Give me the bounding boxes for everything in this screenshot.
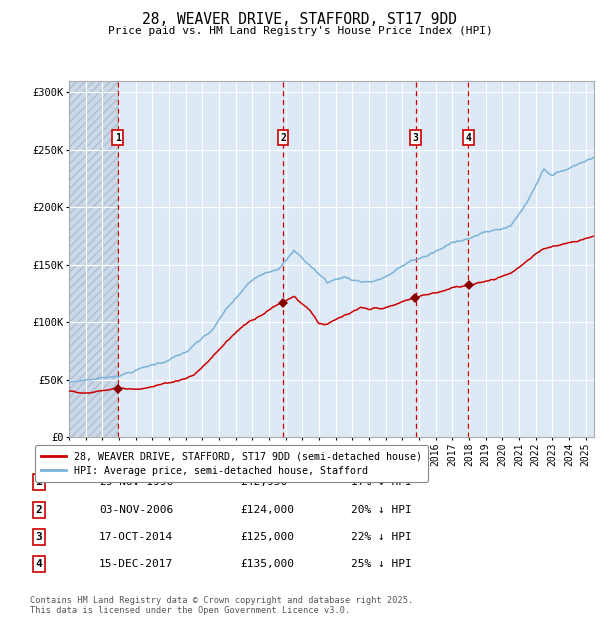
Text: 2: 2 [35,505,43,515]
Text: £42,950: £42,950 [240,477,287,487]
Text: £124,000: £124,000 [240,505,294,515]
Text: 25% ↓ HPI: 25% ↓ HPI [351,559,412,569]
Text: 22% ↓ HPI: 22% ↓ HPI [351,532,412,542]
Text: 1: 1 [115,133,121,143]
Text: £135,000: £135,000 [240,559,294,569]
Text: 03-NOV-2006: 03-NOV-2006 [99,505,173,515]
Text: Price paid vs. HM Land Registry's House Price Index (HPI): Price paid vs. HM Land Registry's House … [107,26,493,36]
Text: 20% ↓ HPI: 20% ↓ HPI [351,505,412,515]
Bar [69,81,118,437]
Text: 4: 4 [35,559,43,569]
Text: 3: 3 [413,133,418,143]
Legend: 28, WEAVER DRIVE, STAFFORD, ST17 9DD (semi-detached house), HPI: Average price, : 28, WEAVER DRIVE, STAFFORD, ST17 9DD (se… [35,445,428,482]
Text: 4: 4 [466,133,471,143]
Text: Contains HM Land Registry data © Crown copyright and database right 2025.
This d: Contains HM Land Registry data © Crown c… [30,596,413,615]
Text: 15-DEC-2017: 15-DEC-2017 [99,559,173,569]
Text: 1: 1 [35,477,43,487]
Text: 17% ↓ HPI: 17% ↓ HPI [351,477,412,487]
Text: 17-OCT-2014: 17-OCT-2014 [99,532,173,542]
Text: 28, WEAVER DRIVE, STAFFORD, ST17 9DD: 28, WEAVER DRIVE, STAFFORD, ST17 9DD [143,12,458,27]
Text: 29-NOV-1996: 29-NOV-1996 [99,477,173,487]
Text: 3: 3 [35,532,43,542]
Text: £125,000: £125,000 [240,532,294,542]
Text: 2: 2 [280,133,286,143]
